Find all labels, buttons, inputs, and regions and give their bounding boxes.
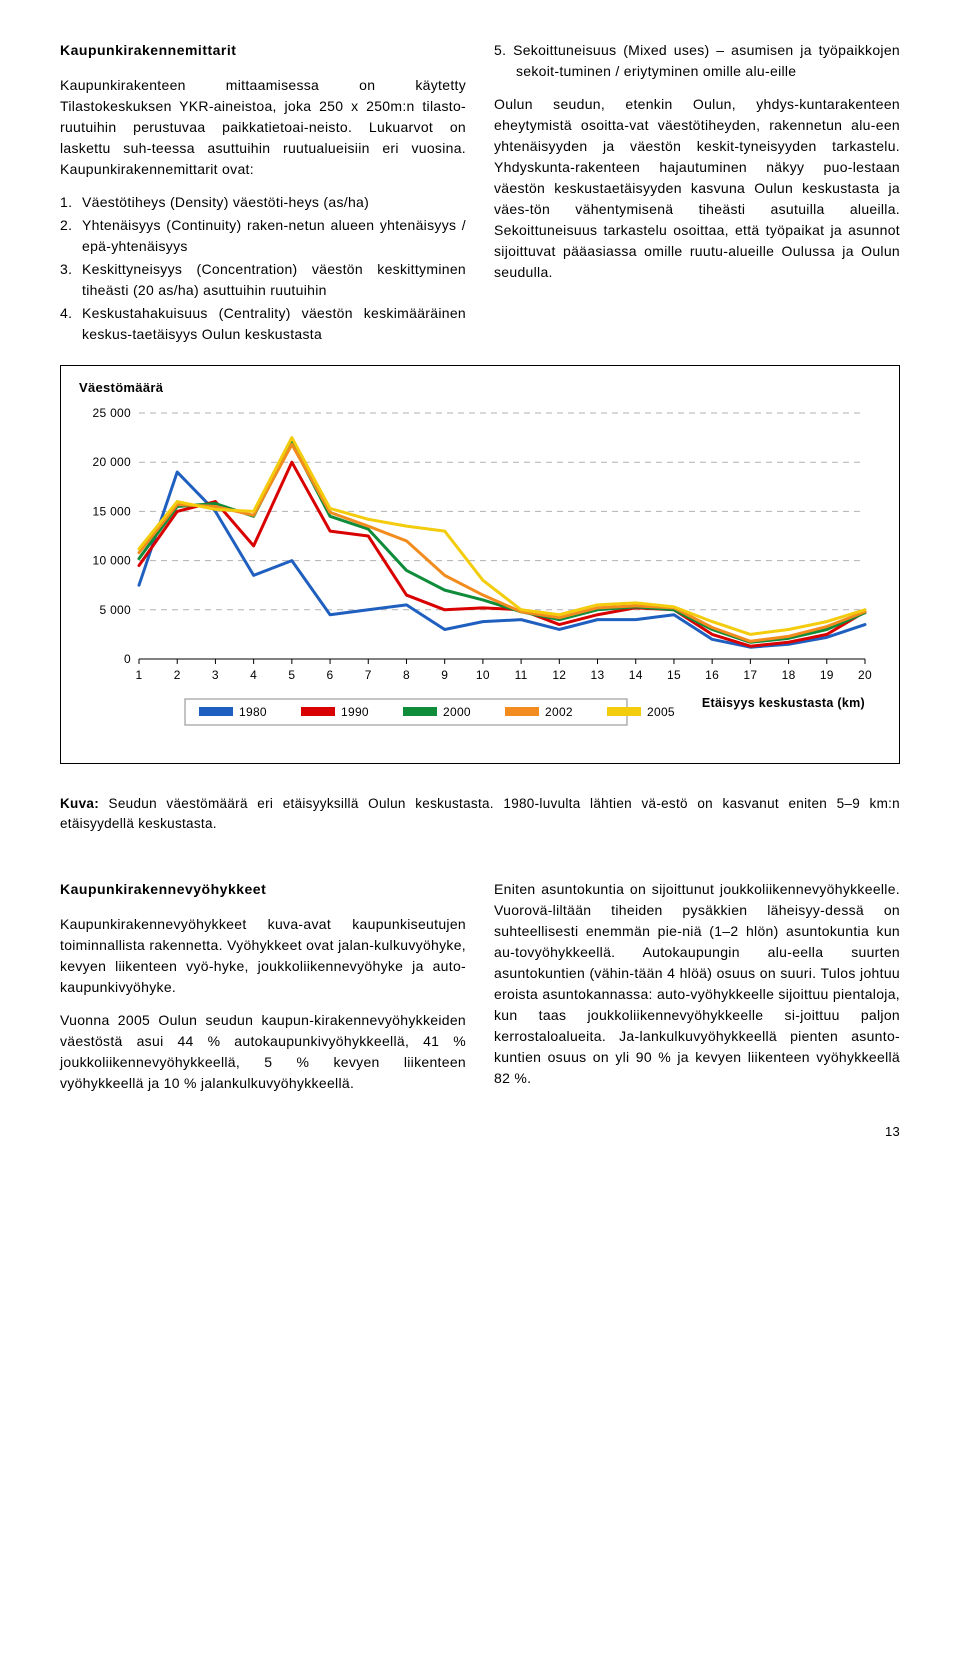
svg-text:15 000: 15 000: [92, 504, 131, 518]
upper-right-col: 5. Sekoittuneisuus (Mixed uses) – asumis…: [494, 40, 900, 347]
lower-columns: Kaupunkirakennevyöhykkeet Kaupunkirakenn…: [60, 879, 900, 1106]
svg-text:17: 17: [743, 668, 757, 682]
upper-right-p2: Oulun seudun, etenkin Oulun, yhdys-kunta…: [494, 94, 900, 283]
svg-text:6: 6: [327, 668, 334, 682]
section-title-mittarit: Kaupunkirakennemittarit: [60, 40, 466, 61]
svg-text:13: 13: [591, 668, 605, 682]
upper-left-col: Kaupunkirakennemittarit Kaupunkirakentee…: [60, 40, 466, 347]
svg-text:1990: 1990: [341, 705, 369, 719]
lower-left-p1: Kaupunkirakennevyöhykkeet kuva-avat kaup…: [60, 914, 466, 998]
svg-text:10: 10: [476, 668, 490, 682]
svg-text:16: 16: [705, 668, 719, 682]
chart-caption: Kuva: Seudun väestömäärä eri etäisyyksil…: [60, 794, 900, 835]
line-chart: 05 00010 00015 00020 00025 0001234567891…: [79, 405, 879, 745]
svg-text:10 000: 10 000: [92, 554, 131, 568]
chart-title: Väestömäärä: [79, 380, 881, 395]
list-number: 3.: [60, 259, 82, 301]
svg-text:9: 9: [441, 668, 448, 682]
list-number: 4.: [60, 303, 82, 345]
svg-text:25 000: 25 000: [92, 406, 131, 420]
caption-text: Seudun väestömäärä eri etäisyyksillä Oul…: [60, 796, 900, 831]
list-number: 2.: [60, 215, 82, 257]
svg-text:2: 2: [174, 668, 181, 682]
caption-lead: Kuva:: [60, 796, 99, 811]
chart-frame: Väestömäärä 0 5 000 10 000 15 000 20 000 25 0…: [60, 365, 900, 764]
svg-text:2000: 2000: [443, 705, 471, 719]
list-text: Yhtenäisyys (Continuity) raken-netun alu…: [82, 215, 466, 257]
section-title-vyohykkeet: Kaupunkirakennevyöhykkeet: [60, 879, 466, 900]
upper-left-p1: Kaupunkirakenteen mittaamisessa on käyte…: [60, 75, 466, 180]
svg-text:4: 4: [250, 668, 257, 682]
svg-text:20 000: 20 000: [92, 455, 131, 469]
svg-text:12: 12: [552, 668, 566, 682]
list-text: Keskustahakuisuus (Centrality) väestön k…: [82, 303, 466, 345]
svg-text:14: 14: [629, 668, 643, 682]
svg-text:11: 11: [515, 668, 528, 682]
svg-text:3: 3: [212, 668, 219, 682]
svg-text:19: 19: [820, 668, 834, 682]
list-number: 1.: [60, 192, 82, 213]
svg-text:2005: 2005: [647, 705, 675, 719]
lower-left-p2: Vuonna 2005 Oulun seudun kaupun-kirakenn…: [60, 1010, 466, 1094]
mittarit-list: 1.Väestötiheys (Density) väestöti-heys (…: [60, 192, 466, 345]
svg-text:1980: 1980: [239, 705, 267, 719]
list-text: Väestötiheys (Density) väestöti-heys (as…: [82, 192, 466, 213]
svg-text:Etäisyys keskustasta (km): Etäisyys keskustasta (km): [702, 696, 865, 710]
page-number: 13: [60, 1124, 900, 1139]
svg-text:5: 5: [288, 668, 295, 682]
svg-text:18: 18: [782, 668, 796, 682]
svg-text:2002: 2002: [545, 705, 573, 719]
list-item: 1.Väestötiheys (Density) väestöti-heys (…: [60, 192, 466, 213]
svg-text:5 000: 5 000: [99, 603, 131, 617]
list-text: Keskittyneisyys (Concentration) väestön …: [82, 259, 466, 301]
svg-text:8: 8: [403, 668, 410, 682]
list-item: 4.Keskustahakuisuus (Centrality) väestön…: [60, 303, 466, 345]
lower-right-p1: Eniten asuntokuntia on sijoittunut joukk…: [494, 879, 900, 1089]
svg-text:1: 1: [136, 668, 143, 682]
list-item: 3.Keskittyneisyys (Concentration) väestö…: [60, 259, 466, 301]
svg-text:20: 20: [858, 668, 872, 682]
upper-columns: Kaupunkirakennemittarit Kaupunkirakentee…: [60, 40, 900, 347]
svg-text:7: 7: [365, 668, 372, 682]
upper-right-p1: 5. Sekoittuneisuus (Mixed uses) – asumis…: [494, 40, 900, 82]
svg-text:15: 15: [667, 668, 681, 682]
list-item: 2.Yhtenäisyys (Continuity) raken-netun a…: [60, 215, 466, 257]
lower-left-col: Kaupunkirakennevyöhykkeet Kaupunkirakenn…: [60, 879, 466, 1106]
lower-right-col: Eniten asuntokuntia on sijoittunut joukk…: [494, 879, 900, 1106]
svg-text:0: 0: [124, 652, 131, 666]
